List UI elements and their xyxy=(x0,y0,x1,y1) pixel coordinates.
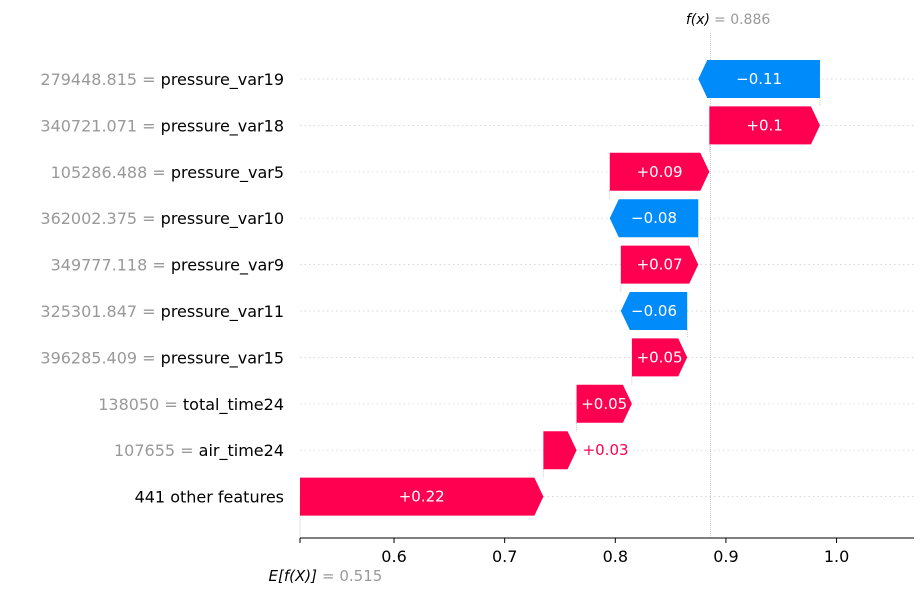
x-tick-label: 1.0 xyxy=(824,547,849,566)
feature-name: total_time24 xyxy=(183,395,284,415)
x-axis: 0.6 0.7 0.8 0.9 1.0 xyxy=(299,537,914,566)
bar-value-label: −0.08 xyxy=(631,209,677,227)
fx-label: f(x) xyxy=(686,12,710,28)
bar-value-label: +0.03 xyxy=(583,441,629,459)
feature-name: pressure_var9 xyxy=(171,256,284,276)
contribution-bar xyxy=(698,60,820,98)
x-tick-label: 0.7 xyxy=(492,547,517,566)
feature-name: air_time24 xyxy=(199,441,284,461)
bar-value-label: +0.07 xyxy=(637,256,683,274)
feature-name: pressure_var15 xyxy=(161,348,284,368)
fx-value: = 0.886 xyxy=(714,12,770,28)
feature-label: 325301.847 = pressure_var11 xyxy=(40,302,284,322)
bar-value-label: +0.09 xyxy=(637,163,683,181)
bar-value-label: +0.1 xyxy=(746,116,782,134)
contribution-bar xyxy=(631,338,688,377)
contribution-bar xyxy=(620,292,688,330)
feature-name: pressure_var10 xyxy=(161,209,284,229)
contribution-bar xyxy=(543,431,577,470)
contribution-bar xyxy=(709,106,820,145)
feature-value: 325301.847 = xyxy=(40,302,160,321)
feature-value: 340721.071 = xyxy=(40,116,160,135)
feature-label: 138050 = total_time24 xyxy=(98,395,284,415)
contribution-bars: −0.11 +0.1 +0.09 −0.08 +0.07 −0.06 +0.05 +0.05 +… xyxy=(300,60,820,516)
feature-label: 441 other features xyxy=(135,488,284,507)
contribution-bar xyxy=(300,477,544,516)
fx-annotation: f(x) = 0.886 xyxy=(686,12,771,28)
feature-label: 362002.375 = pressure_var10 xyxy=(40,209,284,229)
bar-value-label: +0.05 xyxy=(637,348,683,366)
feature-value: 279448.815 = xyxy=(40,70,160,89)
feature-name: pressure_var11 xyxy=(161,302,284,322)
contribution-bar xyxy=(609,199,699,238)
feature-name: pressure_var5 xyxy=(171,163,284,183)
feature-label: 105286.488 = pressure_var5 xyxy=(51,163,284,183)
feature-label: 107655 = air_time24 xyxy=(114,441,284,461)
bar-value-label: +0.05 xyxy=(581,395,627,413)
x-tick-label: 0.6 xyxy=(381,547,406,566)
x-tick-label: 0.8 xyxy=(603,547,628,566)
feature-name: pressure_var19 xyxy=(161,70,284,90)
base-label: E[f(X)] xyxy=(269,567,318,585)
feature-value: 362002.375 = xyxy=(40,209,160,228)
feature-value: 105286.488 = xyxy=(51,163,171,182)
feature-value: 349777.118 = xyxy=(51,256,171,275)
feature-value: 107655 = xyxy=(114,441,199,460)
feature-name: 441 other features xyxy=(135,488,284,507)
contribution-bar xyxy=(609,152,710,191)
base-value: = 0.515 xyxy=(322,567,382,585)
feature-value: 138050 = xyxy=(98,395,183,414)
bar-value-label: +0.22 xyxy=(399,488,445,506)
bar-value-label: −0.06 xyxy=(631,302,677,320)
base-value-annotation: E[f(X)] = 0.515 xyxy=(269,567,383,585)
x-tick-label: 0.9 xyxy=(713,547,738,566)
contribution-bar xyxy=(576,384,632,423)
feature-labels: 279448.815 = pressure_var19 340721.071 = … xyxy=(40,70,284,507)
feature-value: 396285.409 = xyxy=(40,348,160,367)
feature-label: 279448.815 = pressure_var19 xyxy=(40,70,284,90)
feature-label: 349777.118 = pressure_var9 xyxy=(51,256,284,276)
feature-label: 340721.071 = pressure_var18 xyxy=(40,116,284,136)
bar-value-label: −0.11 xyxy=(736,70,782,88)
feature-name: pressure_var18 xyxy=(161,116,284,136)
feature-label: 396285.409 = pressure_var15 xyxy=(40,348,284,368)
row-gridlines xyxy=(300,78,914,497)
contribution-bar xyxy=(620,245,699,284)
